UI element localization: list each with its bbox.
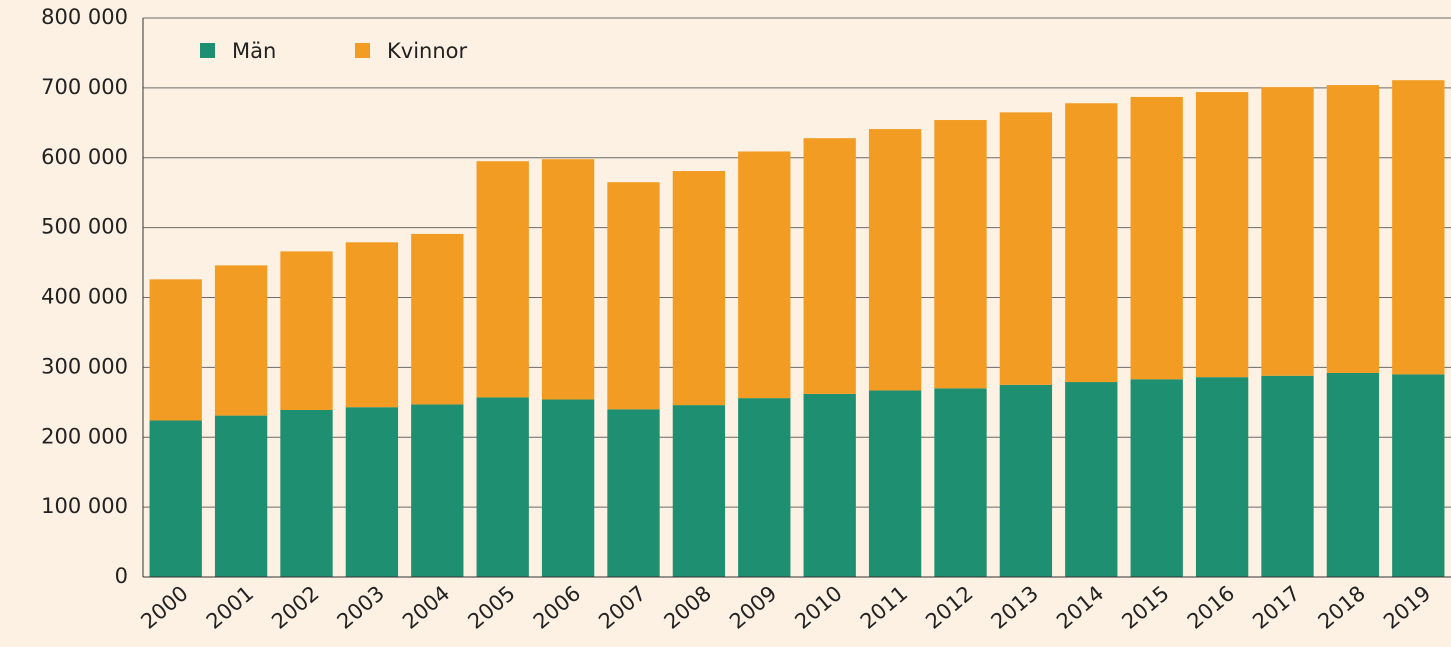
x-tick-label: 2014 <box>1052 581 1108 634</box>
x-tick-label: 2016 <box>1183 581 1239 634</box>
bar-segment <box>214 265 268 416</box>
bar-segment <box>1392 374 1445 577</box>
bar-segment <box>868 129 922 391</box>
x-tick-label: 2015 <box>1117 581 1173 634</box>
bar-segment <box>149 420 202 577</box>
x-tick-label: 2005 <box>463 581 519 634</box>
y-tick-label: 500 000 <box>41 215 128 239</box>
bar-segment <box>214 415 268 577</box>
bar-segment <box>280 251 333 410</box>
bar-segment <box>411 404 464 577</box>
bar-segment <box>1261 87 1314 376</box>
x-tick-label: 2006 <box>529 581 585 634</box>
bar-segment <box>280 409 333 577</box>
bar-segment <box>1392 80 1445 375</box>
bar-segment <box>476 161 529 398</box>
bar-segment <box>541 399 595 577</box>
legend-swatch <box>200 43 215 58</box>
y-tick-label: 400 000 <box>41 285 128 309</box>
bar-segment <box>868 390 922 577</box>
bar-segment <box>1195 377 1249 577</box>
x-tick-label: 2009 <box>725 581 781 634</box>
x-tick-label: 2011 <box>856 581 912 634</box>
legend-swatch <box>355 43 370 58</box>
bar-segment <box>1130 379 1183 577</box>
bar-segment <box>672 405 726 577</box>
x-tick-label: 2001 <box>202 581 258 634</box>
x-tick-label: 2002 <box>267 581 323 634</box>
bar-segment <box>149 279 202 421</box>
bar-segment <box>803 138 856 394</box>
x-tick-label: 2008 <box>660 581 716 634</box>
y-tick-label: 800 000 <box>41 5 128 29</box>
x-tick-label: 2003 <box>333 581 389 634</box>
x-tick-label: 2019 <box>1379 581 1435 634</box>
bar-segment <box>345 242 399 408</box>
y-tick-label: 0 <box>115 564 128 588</box>
legend-label: Kvinnor <box>387 39 468 63</box>
bar-segment <box>607 409 660 577</box>
bar-segment <box>738 398 791 577</box>
x-tick-label: 2007 <box>594 581 650 634</box>
bar-segment <box>672 171 726 406</box>
x-tick-label: 2004 <box>398 581 454 634</box>
y-tick-label: 700 000 <box>41 75 128 99</box>
bar-segment <box>1065 382 1118 577</box>
bar-segment <box>1065 103 1118 383</box>
bar-segment <box>934 120 987 389</box>
legend-label: Män <box>232 39 276 63</box>
bar-segment <box>1261 375 1314 577</box>
bar-segment <box>803 393 856 577</box>
bar-segment <box>1326 85 1380 373</box>
bar-segment <box>541 159 595 400</box>
x-tick-label: 2012 <box>921 581 977 634</box>
bar-segment <box>1130 96 1183 380</box>
bar-segment <box>999 112 1053 385</box>
x-tick-label: 2010 <box>790 581 846 634</box>
y-tick-label: 100 000 <box>41 494 128 518</box>
x-tick-label: 2018 <box>1314 581 1370 634</box>
bar-segment <box>999 384 1053 577</box>
bar-segment <box>607 182 660 410</box>
bar-segment <box>738 151 791 399</box>
bar-segment <box>476 397 529 577</box>
x-tick-label: 2013 <box>987 581 1043 634</box>
x-tick-label: 2000 <box>136 581 192 634</box>
x-tick-label: 2017 <box>1248 581 1304 634</box>
bar-segment <box>411 233 464 405</box>
bar-segment <box>934 388 987 577</box>
bar-segment <box>1195 92 1249 378</box>
y-tick-label: 300 000 <box>41 354 128 378</box>
bar-segment <box>345 407 399 577</box>
y-tick-label: 200 000 <box>41 424 128 448</box>
y-tick-label: 600 000 <box>41 145 128 169</box>
bar-segment <box>1326 372 1380 577</box>
